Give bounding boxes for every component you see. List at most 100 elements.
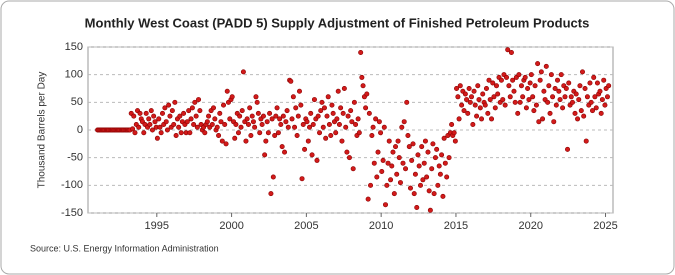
point [143, 110, 149, 116]
point [469, 94, 475, 100]
point [495, 91, 501, 97]
point [157, 124, 163, 130]
point [485, 110, 491, 116]
point [325, 94, 331, 100]
point [535, 61, 541, 67]
point [435, 182, 441, 188]
point [417, 182, 423, 188]
point [209, 121, 215, 127]
point [335, 88, 341, 94]
point [264, 119, 270, 125]
point [467, 99, 473, 105]
point [317, 130, 323, 136]
point [437, 171, 443, 177]
point [245, 121, 251, 127]
point [302, 146, 308, 152]
x-tick-label: 2010 [369, 220, 393, 232]
point [233, 121, 239, 127]
point [588, 99, 594, 105]
point [214, 124, 220, 130]
point [333, 130, 339, 136]
point [391, 191, 397, 197]
point [268, 191, 274, 197]
point [244, 116, 250, 122]
point [537, 77, 543, 83]
point [217, 110, 223, 116]
point [594, 80, 600, 86]
point [531, 108, 537, 114]
point [187, 130, 193, 136]
point [403, 166, 409, 172]
point [295, 113, 301, 119]
source: Source: U.S. Energy Information Administ… [30, 243, 219, 253]
point [475, 83, 481, 89]
point [363, 105, 369, 111]
point [451, 130, 457, 136]
point [379, 169, 385, 175]
point [353, 121, 359, 127]
point [401, 119, 407, 125]
point [493, 83, 499, 89]
point [375, 149, 381, 155]
point [181, 110, 187, 116]
point [232, 135, 238, 141]
point [498, 77, 504, 83]
point [556, 88, 562, 94]
point [289, 116, 295, 122]
point [591, 74, 597, 80]
point [192, 99, 198, 105]
point [472, 102, 478, 108]
point [136, 124, 142, 130]
point [300, 121, 306, 127]
point [409, 157, 415, 163]
point [502, 102, 508, 108]
point [505, 47, 511, 53]
point [405, 133, 411, 139]
point [456, 116, 462, 122]
point [378, 130, 384, 136]
x-tick-label: 2015 [444, 220, 468, 232]
point [492, 105, 498, 111]
point [137, 110, 143, 116]
point [248, 133, 254, 139]
point [511, 88, 517, 94]
point [381, 124, 387, 130]
point [395, 138, 401, 144]
point [380, 157, 386, 163]
point [414, 204, 420, 210]
point [376, 119, 382, 125]
point [345, 113, 351, 119]
point [283, 119, 289, 125]
point [212, 116, 218, 122]
point [518, 83, 524, 89]
y-tick-label: 150 [65, 41, 83, 53]
point [465, 110, 471, 116]
point [422, 138, 428, 144]
point [274, 105, 280, 111]
point [282, 149, 288, 155]
point [330, 110, 336, 116]
point [461, 108, 467, 114]
point [204, 119, 210, 125]
point [202, 130, 208, 136]
point [178, 130, 184, 136]
point [196, 97, 202, 103]
point [525, 86, 531, 92]
point [358, 50, 364, 56]
point [540, 116, 546, 122]
point [527, 80, 533, 86]
point [431, 191, 437, 197]
y-tick-label: 100 [65, 69, 83, 81]
point [344, 149, 350, 155]
point [546, 83, 552, 89]
point [189, 105, 195, 111]
point [329, 102, 335, 108]
point [227, 116, 233, 122]
point [601, 77, 607, 83]
point [131, 113, 137, 119]
point [186, 108, 192, 114]
point [292, 124, 298, 130]
y-tick-label: 50 [71, 96, 83, 108]
point [442, 160, 448, 166]
point [436, 163, 442, 169]
